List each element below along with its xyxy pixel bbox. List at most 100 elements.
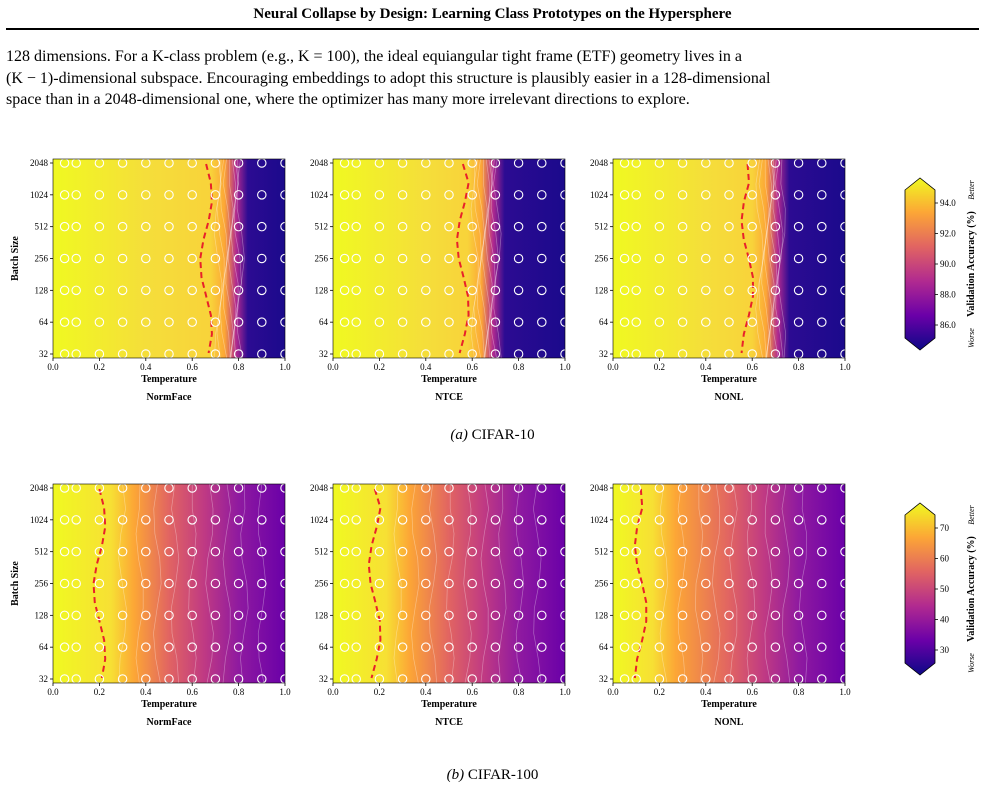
sample-point bbox=[117, 190, 128, 200]
paragraph-line: space than in a 2048-dimensional one, wh… bbox=[6, 91, 690, 108]
sample-point bbox=[164, 221, 174, 232]
sample-point bbox=[210, 642, 221, 652]
contour-line bbox=[135, 483, 144, 684]
sample-point bbox=[793, 190, 804, 200]
x-tick-label: 1.0 bbox=[279, 687, 291, 697]
sample-point bbox=[339, 190, 350, 200]
sample-point bbox=[257, 515, 267, 525]
sample-point bbox=[59, 642, 70, 652]
sample-point bbox=[187, 578, 197, 589]
colorbar-better-label: Better bbox=[967, 179, 976, 199]
sample-point bbox=[513, 578, 524, 589]
sample-point bbox=[164, 285, 174, 296]
caption-text: CIFAR-10 bbox=[471, 427, 535, 443]
sample-point bbox=[94, 221, 105, 232]
caption-label: (a) bbox=[450, 427, 468, 443]
contour-line bbox=[222, 158, 231, 359]
y-tick-label: 2048 bbox=[310, 483, 329, 493]
sample-point bbox=[490, 642, 501, 652]
sample-point bbox=[631, 642, 641, 652]
sample-point bbox=[770, 253, 781, 264]
sample-point bbox=[421, 253, 431, 264]
panel-title: NONL bbox=[715, 717, 744, 728]
sample-point bbox=[654, 546, 665, 557]
y-tick-label: 512 bbox=[595, 222, 609, 232]
colorbar-bar bbox=[904, 177, 936, 351]
sample-point bbox=[724, 610, 734, 621]
contour-line bbox=[170, 483, 180, 684]
contour-line bbox=[659, 483, 669, 684]
sample-point bbox=[631, 546, 641, 557]
sample-point bbox=[374, 578, 385, 589]
colorbar-tick-label: 40 bbox=[940, 615, 950, 625]
contour-line bbox=[761, 158, 770, 359]
paragraph-line: 128 dimensions. For a K-class problem (e… bbox=[6, 48, 742, 65]
contour-line bbox=[515, 483, 525, 684]
sample-point bbox=[421, 221, 431, 232]
sample-point bbox=[619, 546, 630, 557]
sample-point bbox=[619, 515, 630, 525]
x-tick-label: 0.2 bbox=[94, 362, 105, 372]
x-tick-label: 0.0 bbox=[327, 362, 339, 372]
contour-line bbox=[763, 158, 773, 359]
sample-point bbox=[793, 610, 804, 621]
sample-point bbox=[164, 317, 174, 327]
x-tick-label: 0.4 bbox=[140, 687, 152, 697]
heatmap-panel-ntce: 0.0 0.2 0.4 0.6 0.8 1.0 32 64 128 256 512 1024 2048 T… bbox=[310, 158, 571, 403]
sample-point bbox=[257, 190, 267, 200]
y-tick-label: 32 bbox=[319, 674, 328, 684]
sample-point bbox=[397, 253, 408, 264]
sample-point bbox=[467, 515, 477, 525]
panel-frame bbox=[612, 483, 846, 684]
contour-line bbox=[487, 158, 496, 359]
sample-point bbox=[444, 190, 454, 200]
contour-line bbox=[236, 158, 245, 359]
sample-point bbox=[513, 642, 524, 652]
y-tick-label: 2048 bbox=[590, 158, 609, 168]
sample-point bbox=[817, 578, 827, 589]
sample-point bbox=[374, 515, 385, 525]
x-tick-label: 0.0 bbox=[327, 687, 339, 697]
y-tick-label: 1024 bbox=[590, 515, 609, 525]
sample-point bbox=[233, 578, 244, 589]
sample-point bbox=[793, 546, 804, 557]
heatmap-panel-ntce: 0.0 0.2 0.4 0.6 0.8 1.0 32 64 128 256 512 1024 2048 T… bbox=[310, 483, 571, 728]
sample-point bbox=[701, 190, 711, 200]
header-rule bbox=[6, 28, 979, 30]
sample-point bbox=[747, 515, 757, 525]
sample-point bbox=[490, 190, 501, 200]
sample-point bbox=[117, 546, 128, 557]
x-tick-label: 1.0 bbox=[839, 687, 851, 697]
y-tick-label: 128 bbox=[595, 285, 609, 295]
x-tick-label: 0.0 bbox=[607, 362, 619, 372]
contour-line bbox=[755, 158, 764, 359]
contour-line bbox=[532, 483, 542, 684]
sample-point bbox=[701, 317, 711, 327]
sample-point bbox=[141, 317, 151, 327]
sample-point bbox=[257, 317, 267, 327]
sample-point bbox=[141, 515, 151, 525]
sample-point bbox=[187, 610, 197, 621]
contour-line bbox=[446, 483, 455, 684]
y-tick-label: 2048 bbox=[590, 483, 609, 493]
x-tick-label: 0.2 bbox=[654, 362, 665, 372]
caption-text: CIFAR-100 bbox=[467, 767, 539, 783]
contour-line bbox=[798, 483, 808, 684]
sample-point bbox=[537, 610, 547, 621]
sample-point bbox=[374, 610, 385, 621]
sample-point bbox=[94, 190, 105, 200]
x-tick-label: 0.6 bbox=[467, 687, 479, 697]
sample-point bbox=[94, 578, 105, 589]
sample-point bbox=[724, 578, 734, 589]
sample-point bbox=[793, 285, 804, 296]
sample-point bbox=[210, 221, 221, 232]
sample-point bbox=[444, 578, 454, 589]
sample-point bbox=[397, 610, 408, 621]
sample-point bbox=[210, 515, 221, 525]
sample-point bbox=[257, 285, 267, 296]
sample-point bbox=[467, 610, 477, 621]
x-tick-label: 0.4 bbox=[700, 687, 712, 697]
panel-title: NormFace bbox=[147, 717, 193, 728]
y-tick-label: 64 bbox=[599, 642, 609, 652]
subfigure-caption-a: (a) CIFAR-10 bbox=[0, 427, 985, 444]
